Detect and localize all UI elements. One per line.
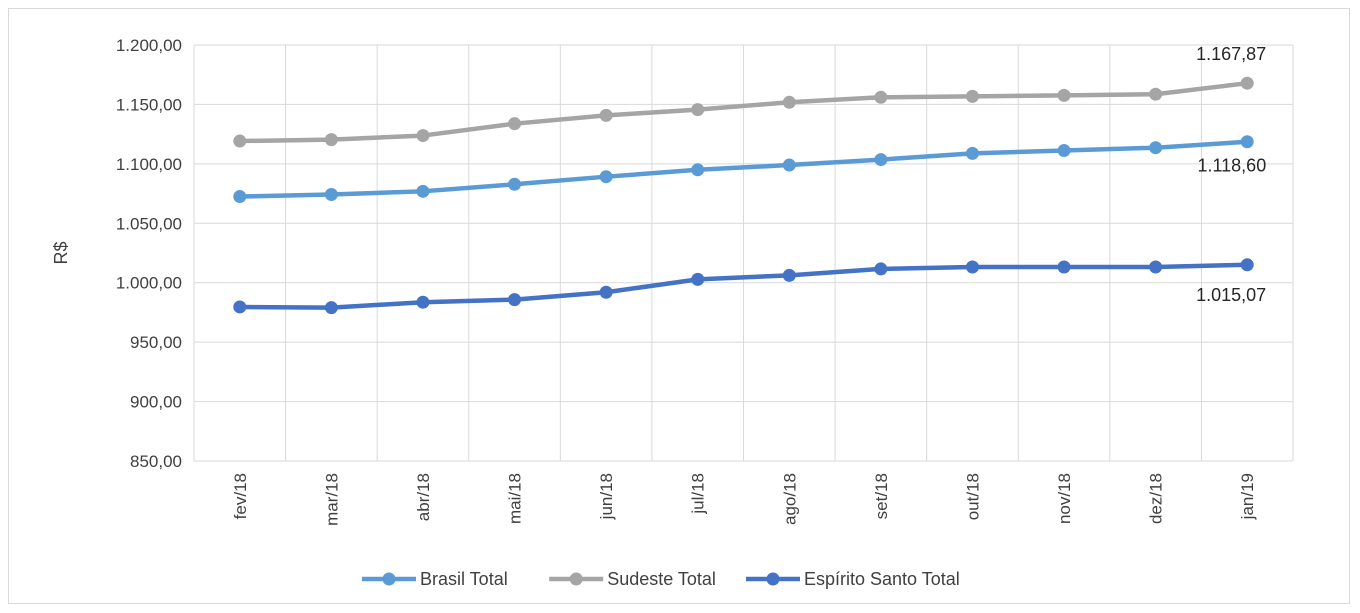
y-tick-label: 1.050,00: [116, 214, 182, 233]
y-axis-label: R$: [51, 241, 71, 264]
data-point: [1057, 260, 1071, 274]
data-point: [1149, 260, 1163, 274]
x-tick-label: fev/18: [231, 473, 250, 519]
legend-label: Brasil Total: [420, 569, 508, 589]
data-point: [233, 134, 247, 148]
series-line: [237, 80, 1250, 144]
data-label: 1.118,60: [1197, 156, 1266, 176]
data-point: [965, 260, 979, 274]
data-point: [599, 170, 613, 184]
y-tick-label: 900,00: [130, 393, 182, 412]
series-line: [237, 262, 1250, 310]
y-tick-label: 950,00: [130, 333, 182, 352]
data-point: [508, 293, 522, 307]
x-tick-label: set/18: [872, 473, 891, 519]
data-point: [965, 146, 979, 160]
x-tick-label: abr/18: [414, 473, 433, 521]
legend-label: Sudeste Total: [607, 569, 716, 589]
data-point: [324, 188, 338, 202]
data-point: [508, 117, 522, 131]
y-tick-label: 1.200,00: [116, 36, 182, 55]
data-point: [874, 90, 888, 104]
data-point: [233, 300, 247, 314]
data-point: [599, 285, 613, 299]
y-tick-label: 1.150,00: [116, 95, 182, 114]
x-tick-label: out/18: [963, 473, 982, 520]
chart-container: 850,00 900,00 950,00 1.000,00 1.050,00 1.100,…: [8, 8, 1350, 604]
series-line: [237, 139, 1250, 199]
data-label: 1.167,87: [1196, 44, 1266, 64]
x-tick-label: ago/18: [780, 473, 799, 525]
x-tick-label: mai/18: [506, 473, 525, 524]
data-point: [324, 133, 338, 147]
data-point: [1240, 76, 1254, 90]
x-tick-label: jan/19: [1238, 473, 1257, 520]
data-point: [691, 103, 705, 117]
y-tick-label: 1.000,00: [116, 274, 182, 293]
legend-marker: [382, 572, 396, 586]
data-point: [691, 272, 705, 286]
data-point: [1057, 88, 1071, 102]
data-point: [1240, 258, 1254, 272]
data-point: [1240, 135, 1254, 149]
legend-marker: [569, 572, 583, 586]
data-point: [1149, 141, 1163, 155]
data-point: [599, 108, 613, 122]
data-point: [782, 95, 796, 109]
data-point: [508, 177, 522, 191]
data-point: [691, 163, 705, 177]
data-point: [874, 262, 888, 276]
data-point: [782, 268, 796, 282]
data-point: [782, 158, 796, 172]
x-tick-label: mar/18: [322, 473, 341, 526]
y-tick-label: 1.100,00: [116, 155, 182, 174]
x-tick-label: nov/18: [1055, 473, 1074, 524]
data-point: [1149, 87, 1163, 101]
data-point: [416, 295, 430, 309]
data-point: [416, 184, 430, 198]
data-point: [324, 301, 338, 315]
legend-label: Espírito Santo Total: [804, 569, 960, 589]
data-point: [965, 89, 979, 103]
x-tick-label: jul/18: [689, 473, 708, 515]
data-label: 1.015,07: [1196, 285, 1266, 305]
data-point: [1057, 144, 1071, 158]
legend-marker: [766, 572, 780, 586]
data-point: [416, 129, 430, 143]
x-tick-label: dez/18: [1147, 473, 1166, 524]
y-tick-label: 850,00: [130, 452, 182, 471]
data-point: [874, 153, 888, 167]
line-chart: 850,00 900,00 950,00 1.000,00 1.050,00 1.100,…: [51, 36, 1294, 589]
x-tick-label: jun/18: [597, 473, 616, 520]
data-point: [233, 190, 247, 204]
